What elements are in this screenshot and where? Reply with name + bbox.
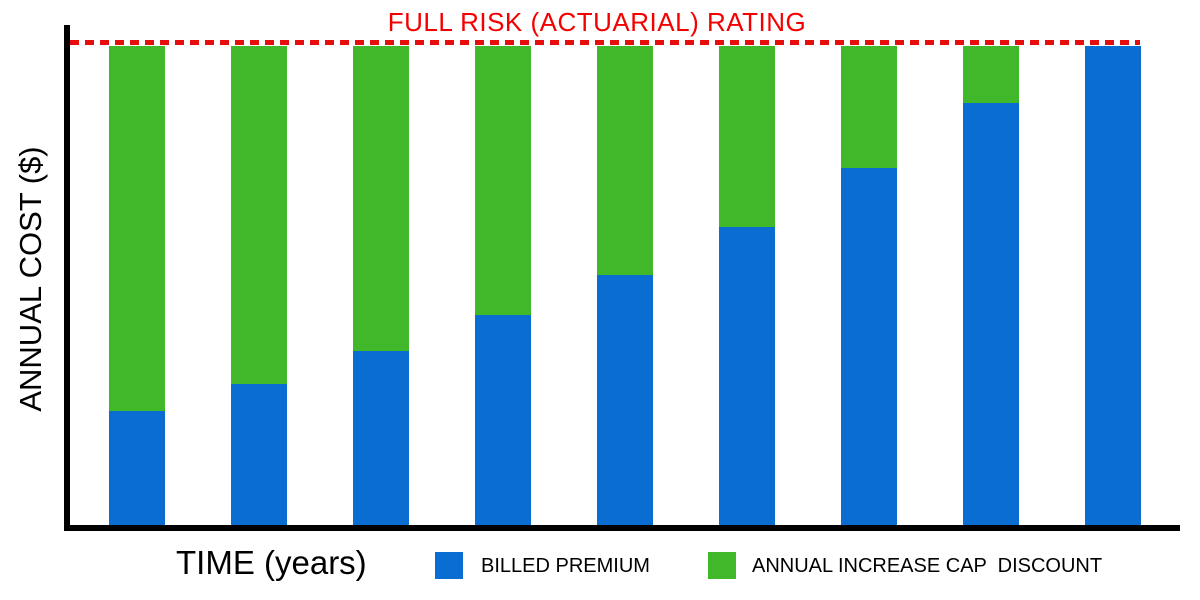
billed-premium-segment xyxy=(231,384,287,525)
cap-discount-swatch-icon xyxy=(708,552,736,579)
cap-discount-segment xyxy=(109,46,165,411)
billed-premium-segment xyxy=(597,275,653,525)
billed-premium-segment xyxy=(109,411,165,525)
billed-premium-segment xyxy=(353,351,409,525)
bar-year-1 xyxy=(109,46,165,525)
full-risk-reference-line xyxy=(70,40,1140,45)
y-axis-line xyxy=(64,25,70,531)
billed-premium-segment xyxy=(1085,46,1141,525)
billed-premium-segment xyxy=(719,227,775,525)
billed-premium-segment xyxy=(841,168,897,525)
billed-premium-swatch-icon xyxy=(435,552,463,579)
bar-year-8 xyxy=(963,46,1019,525)
cap-discount-segment xyxy=(597,46,653,275)
cap-discount-segment xyxy=(475,46,531,315)
x-axis-label: TIME (years) xyxy=(176,544,367,581)
bar-year-3 xyxy=(353,46,409,525)
billed-premium-segment xyxy=(963,103,1019,525)
chart-title: FULL RISK (ACTUARIAL) RATING xyxy=(387,7,807,37)
x-axis-line xyxy=(64,525,1180,531)
billed-premium-legend-label: BILLED PREMIUM xyxy=(481,555,650,577)
billed-premium-segment xyxy=(475,315,531,525)
cap-discount-segment xyxy=(353,46,409,351)
bar-year-9 xyxy=(1085,46,1141,525)
bar-year-6 xyxy=(719,46,775,525)
cap-discount-legend-label: ANNUAL INCREASE CAP DISCOUNT xyxy=(752,555,1103,577)
cap-discount-segment xyxy=(719,46,775,227)
bar-year-4 xyxy=(475,46,531,525)
cap-discount-segment xyxy=(841,46,897,168)
cap-discount-segment xyxy=(231,46,287,384)
cap-discount-segment xyxy=(963,46,1019,103)
bar-year-7 xyxy=(841,46,897,525)
bar-year-2 xyxy=(231,46,287,525)
bar-year-5 xyxy=(597,46,653,525)
